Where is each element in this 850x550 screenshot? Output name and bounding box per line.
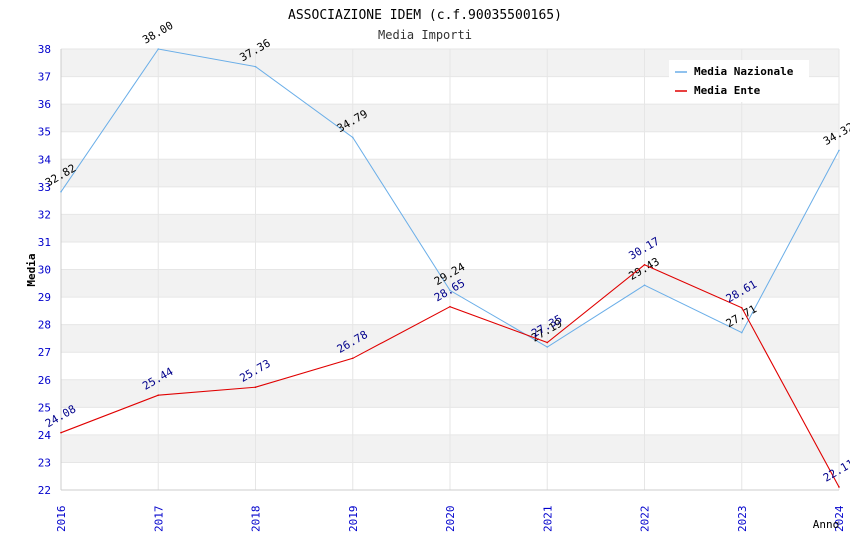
data-point (449, 305, 451, 308)
legend-box (669, 60, 809, 102)
data-point (838, 149, 840, 152)
y-tick-label: 28 (38, 319, 51, 332)
y-tick-label: 32 (38, 208, 51, 221)
data-point (351, 136, 354, 139)
data-point (60, 431, 62, 434)
x-tick-label: 2017 (152, 506, 165, 533)
y-tick-label: 31 (38, 236, 51, 249)
data-point (546, 346, 549, 348)
data-point (254, 65, 257, 68)
x-tick-label: 2018 (250, 506, 263, 533)
y-tick-label: 37 (38, 71, 51, 84)
x-tick-label: 2024 (833, 505, 846, 532)
data-point (254, 386, 257, 388)
y-tick-label: 22 (38, 484, 51, 497)
chart-title: ASSOCIAZIONE IDEM (c.f.90035500165) (288, 8, 562, 23)
x-tick-label: 2023 (736, 506, 749, 533)
y-tick-label: 36 (38, 98, 51, 111)
legend: Media Nazionale Media Ente (669, 60, 809, 102)
y-tick-label: 23 (38, 456, 51, 469)
data-point (157, 48, 160, 50)
data-point (546, 341, 549, 344)
x-tick-label: 2020 (444, 506, 457, 533)
data-point (351, 357, 354, 360)
y-tick-label: 33 (38, 181, 51, 194)
x-axis-label: Anno (813, 518, 840, 531)
x-tick-label: 2022 (639, 506, 652, 533)
legend-label-nazionale: Media Nazionale (694, 65, 794, 78)
data-point (643, 264, 646, 266)
data-point (60, 190, 62, 193)
y-tick-label: 38 (38, 43, 51, 56)
data-point (157, 394, 160, 396)
plot-area: 22 23 24 25 26 27 28 29 30 31 32 33 34 35 36 37 38 2016 20… (38, 19, 850, 532)
y-tick-label: 29 (38, 291, 51, 304)
data-label: 38.00 (140, 19, 175, 47)
y-tick-label: 26 (38, 374, 51, 387)
legend-label-ente: Media Ente (694, 84, 761, 97)
y-tick-label: 27 (38, 346, 51, 359)
data-point (838, 486, 840, 488)
x-tick-label: 2016 (55, 506, 68, 533)
y-tick-label: 25 (38, 401, 51, 414)
x-tick-label: 2019 (347, 506, 360, 533)
data-point (449, 289, 451, 292)
y-tick-label: 34 (38, 153, 52, 166)
y-tick-label: 30 (38, 264, 51, 277)
data-point (740, 331, 743, 334)
y-axis-label: Media (25, 253, 38, 286)
data-point (643, 284, 646, 287)
chart-subtitle: Media Importi (378, 28, 472, 42)
x-tick-label: 2021 (541, 506, 554, 533)
y-tick-label: 24 (38, 429, 52, 442)
data-point (740, 307, 743, 309)
y-tick-label: 35 (38, 126, 51, 139)
